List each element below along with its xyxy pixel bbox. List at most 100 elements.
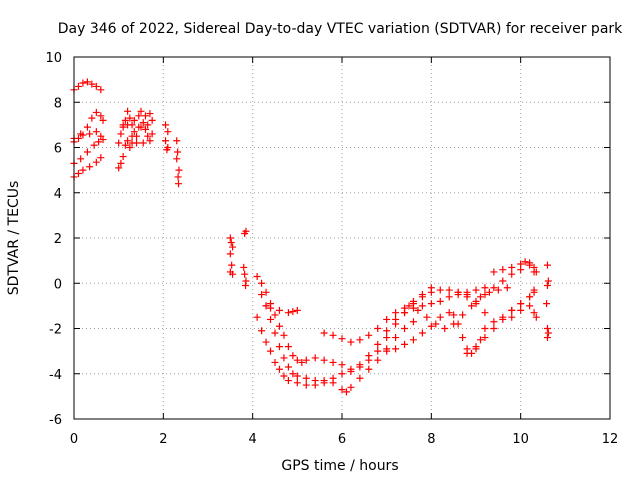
data-point	[128, 139, 136, 147]
data-point	[144, 121, 152, 129]
x-tick-label: 2	[159, 432, 167, 447]
data-point	[427, 284, 435, 292]
data-point	[338, 370, 346, 378]
data-point	[280, 372, 288, 380]
data-point	[175, 166, 183, 174]
data-point	[162, 137, 170, 145]
data-point	[227, 239, 235, 247]
data-point	[284, 363, 292, 371]
data-point	[258, 291, 266, 299]
data-point	[356, 336, 364, 344]
data-point	[392, 334, 400, 342]
data-point	[543, 282, 551, 290]
data-point	[463, 349, 471, 357]
data-point	[436, 286, 444, 294]
data-point	[86, 163, 94, 171]
data-point	[133, 132, 141, 140]
data-point	[164, 128, 172, 136]
y-axis-label: SDTVAR / TECUs	[6, 181, 22, 296]
data-point	[253, 313, 261, 321]
data-point	[490, 318, 498, 326]
data-point	[275, 306, 283, 314]
y-tick-label: -2	[49, 323, 62, 338]
y-tick-label: 2	[54, 232, 62, 247]
y-tick-label: 4	[54, 187, 62, 202]
data-point	[405, 302, 413, 310]
series-track-b	[70, 108, 107, 142]
data-point	[490, 284, 498, 292]
data-point	[97, 154, 105, 162]
data-point	[526, 293, 534, 301]
data-point	[258, 327, 266, 335]
data-point	[459, 311, 467, 319]
data-point	[135, 123, 143, 131]
data-point	[436, 297, 444, 305]
data-point	[481, 284, 489, 292]
data-points	[70, 78, 552, 396]
y-tick-label: 6	[54, 142, 62, 157]
data-point	[311, 381, 319, 389]
y-tick-label: -6	[49, 413, 62, 428]
series-dip-2	[258, 284, 489, 385]
data-point	[92, 82, 100, 90]
data-point	[226, 234, 234, 242]
data-point	[508, 306, 516, 314]
data-point	[83, 148, 91, 156]
data-point	[532, 313, 540, 321]
data-point	[141, 125, 149, 133]
data-point	[409, 336, 417, 344]
data-point	[74, 134, 82, 142]
data-point	[383, 327, 391, 335]
data-point	[267, 315, 275, 323]
data-point	[97, 86, 105, 94]
plot-frame	[73, 56, 611, 420]
data-point	[530, 263, 538, 271]
series-tail	[543, 261, 552, 342]
data-point	[401, 340, 409, 348]
data-point	[338, 361, 346, 369]
data-point	[445, 309, 453, 317]
data-point	[445, 293, 453, 301]
data-point	[508, 313, 516, 321]
data-point	[342, 388, 350, 396]
data-point	[229, 243, 237, 251]
x-tick-label: 10	[512, 432, 529, 447]
data-point	[409, 304, 417, 312]
chart-title: Day 346 of 2022, Sidereal Day-to-day VTE…	[58, 21, 623, 37]
data-point	[117, 159, 125, 167]
data-point	[472, 343, 480, 351]
data-point	[253, 272, 261, 280]
data-point	[97, 112, 105, 120]
data-point	[401, 325, 409, 332]
data-point	[79, 79, 87, 87]
data-point	[262, 338, 270, 346]
data-point	[88, 80, 96, 88]
data-point	[293, 372, 301, 380]
data-point	[146, 137, 154, 145]
data-point	[92, 158, 100, 166]
data-point	[508, 270, 516, 278]
data-point	[88, 114, 96, 122]
data-point	[146, 110, 154, 118]
data-point	[485, 288, 493, 296]
data-point	[86, 130, 94, 138]
data-point	[271, 311, 279, 319]
data-point	[148, 116, 156, 124]
data-point	[77, 155, 85, 163]
data-point	[450, 311, 458, 319]
data-point	[543, 325, 551, 332]
data-point	[74, 170, 82, 178]
data-point	[481, 334, 489, 342]
y-tick-label: 10	[45, 51, 62, 66]
data-point	[83, 78, 91, 86]
data-point	[347, 383, 355, 391]
data-point	[481, 325, 489, 332]
data-point	[392, 315, 400, 323]
data-point	[284, 377, 292, 385]
data-point	[347, 338, 355, 346]
data-point	[383, 347, 391, 355]
data-point	[284, 309, 292, 317]
data-point	[499, 315, 507, 323]
